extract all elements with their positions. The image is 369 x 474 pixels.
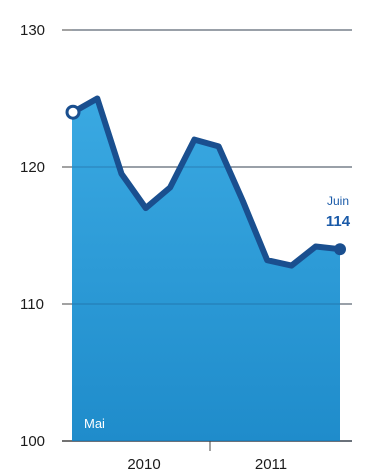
y-tick-label-110: 110	[20, 296, 44, 313]
x-tick-label-2011: 2011	[255, 456, 287, 473]
y-tick-labels: 100 110 120 130	[20, 22, 45, 450]
y-tick-label-120: 120	[20, 159, 45, 176]
gridlines-over-area	[72, 29, 352, 442]
start-point-marker	[65, 104, 81, 120]
x-tick-labels: 2010 2011	[127, 441, 287, 473]
x-tick-label-2010: 2010	[127, 456, 160, 473]
end-label-month: Juin	[327, 194, 349, 208]
end-label-value: 114	[326, 213, 351, 230]
y-tick-label-130: 130	[20, 22, 45, 39]
end-point-marker	[334, 243, 346, 256]
series-line	[70, 95, 343, 269]
y-tick-label-100: 100	[20, 433, 45, 450]
start-label: Mai	[84, 416, 105, 431]
series-area	[72, 98, 340, 441]
